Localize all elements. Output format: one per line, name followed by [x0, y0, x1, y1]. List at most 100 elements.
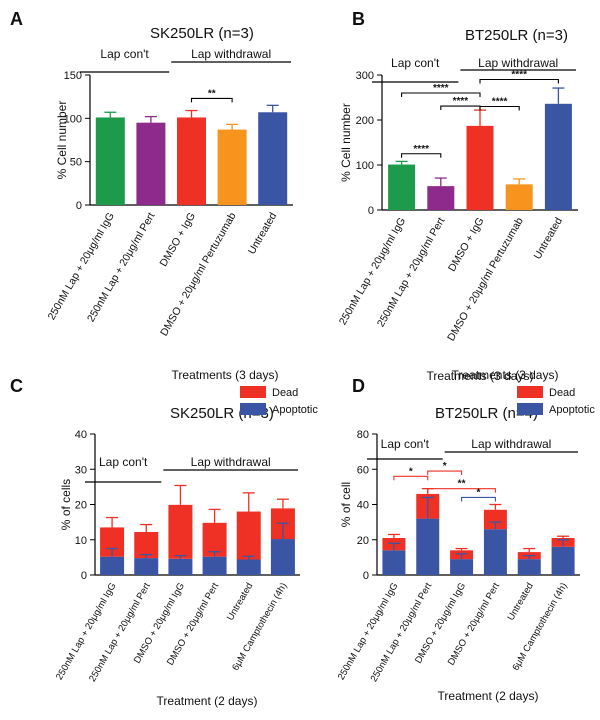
significance-bracket [393, 475, 429, 481]
y-tick-label: 20 [75, 500, 87, 512]
significance-label: * [409, 466, 413, 477]
x-axis-label: Treatment (2 days) [438, 689, 539, 703]
y-tick-label: 30 [75, 464, 87, 476]
legend-label: Apoptotic [272, 404, 318, 416]
significance-label: ** [208, 88, 216, 99]
panel-letter: C [10, 376, 23, 396]
x-tick-label: DMSO + 20μg/ml Pertuzumab [158, 210, 239, 338]
y-tick-label: 100 [356, 160, 374, 172]
bar [217, 129, 247, 205]
y-tick-label: 200 [356, 115, 374, 127]
legend-swatch [517, 403, 543, 415]
y-tick-label: 0 [81, 570, 87, 582]
x-tick-label: Untreated [532, 215, 566, 261]
significance-bracket [427, 470, 463, 476]
x-axis-label: Treatments (3 days) [427, 369, 534, 383]
bar [466, 125, 494, 210]
group-label: Lap con't [100, 47, 149, 61]
x-tick-label: 250nM Lap + 20μg/ml IgG [336, 581, 401, 682]
x-tick-label: Untreated [225, 581, 255, 623]
y-tick-label: 0 [363, 570, 369, 582]
y-tick-label: 20 [357, 535, 369, 547]
bar-apoptotic [517, 559, 541, 575]
significance-bracket [427, 488, 496, 493]
legend-swatch [240, 403, 266, 415]
bar-apoptotic [134, 558, 159, 575]
y-tick-label: 150 [64, 70, 82, 82]
y-axis-label: % Cell number [55, 101, 69, 180]
x-tick-label: 250nM Lap + 20μg/ml Pert [375, 215, 448, 329]
significance-label: **** [511, 70, 527, 81]
chart-caption: Treatments (3 days) [452, 368, 559, 382]
significance-label: **** [453, 96, 469, 107]
x-tick-label: DMSO + 20μg/ml Pertuzumab [445, 215, 526, 343]
panel-letter: D [352, 376, 365, 396]
bar-dead [202, 522, 227, 557]
bar-apoptotic [100, 556, 125, 575]
bar-apoptotic [450, 559, 474, 575]
x-tick-label: 250nM Lap + 20μg/ml IgG [337, 215, 408, 327]
significance-label: **** [413, 144, 429, 155]
chart-title: BT250LR (n=3) [465, 27, 568, 44]
x-tick-label: Untreated [505, 581, 535, 623]
y-axis-label: % of cell [339, 482, 353, 527]
panel-letter: B [352, 9, 365, 29]
chart-title: SK250LR (n=3) [150, 25, 254, 42]
group-label: Lap con't [99, 455, 148, 469]
bar-apoptotic [236, 559, 261, 575]
group-label: Lap withdrawal [471, 437, 551, 451]
bar-apoptotic [270, 539, 295, 575]
bar-apoptotic [416, 518, 440, 575]
legend-swatch [517, 386, 543, 398]
legend-label: Apoptotic [549, 404, 595, 416]
significance-label: **** [433, 83, 449, 94]
x-tick-label: DMSO + IgG [158, 211, 199, 269]
y-tick-label: 0 [368, 205, 374, 217]
y-axis-label: % Cell number [339, 103, 353, 182]
y-tick-label: 50 [70, 157, 82, 169]
group-label: Lap withdrawal [191, 455, 271, 469]
bar-apoptotic [483, 529, 507, 575]
y-tick-label: 100 [64, 113, 82, 125]
bar [427, 186, 455, 210]
group-label: Lap con't [381, 437, 430, 451]
group-label: Lap con't [391, 56, 440, 70]
x-tick-label: 250nM Lap + 20μg/ml Pert [87, 581, 153, 684]
significance-bracket [190, 97, 233, 103]
bar-dead [134, 531, 159, 559]
y-tick-label: 300 [356, 70, 374, 82]
bar [136, 122, 166, 205]
significance-label: ** [458, 479, 466, 490]
significance-bracket [401, 153, 442, 158]
bar [258, 112, 288, 205]
significance-bracket [479, 78, 559, 84]
chart-title: BT250LR (n=4) [435, 405, 538, 422]
panel-letter: A [10, 9, 23, 29]
y-tick-label: 80 [357, 429, 369, 441]
bar [177, 117, 206, 205]
chart-caption: Treatments (3 days) [172, 368, 279, 382]
significance-bracket [461, 496, 496, 502]
bar-dead [483, 509, 507, 530]
significance-label: **** [492, 97, 508, 108]
x-axis-label: Treatment (2 days) [157, 694, 258, 708]
y-tick-label: 0 [76, 200, 82, 212]
bar [505, 184, 533, 210]
bar-apoptotic [382, 550, 406, 575]
significance-bracket [479, 105, 520, 111]
bar [95, 117, 125, 205]
legend-label: Dead [549, 387, 575, 399]
x-tick-label: DMSO + IgG [446, 216, 487, 274]
y-axis-label: % of cells [59, 479, 73, 530]
legend-label: Dead [272, 387, 298, 399]
significance-bracket [401, 92, 481, 97]
group-label: Lap withdrawal [478, 56, 558, 70]
bar-apoptotic [168, 558, 193, 575]
x-tick-label: 250nM Lap + 20μg/ml IgG [54, 581, 119, 682]
significance-label: * [443, 461, 447, 472]
y-tick-label: 40 [357, 500, 369, 512]
x-tick-label: 250nM Lap + 20μg/ml Pert [369, 581, 435, 684]
bar-apoptotic [202, 556, 227, 575]
bar-apoptotic [551, 546, 575, 575]
